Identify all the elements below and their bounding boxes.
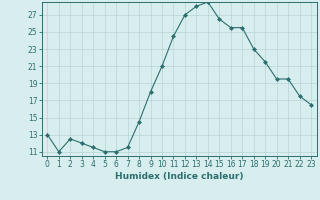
X-axis label: Humidex (Indice chaleur): Humidex (Indice chaleur) — [115, 172, 244, 181]
